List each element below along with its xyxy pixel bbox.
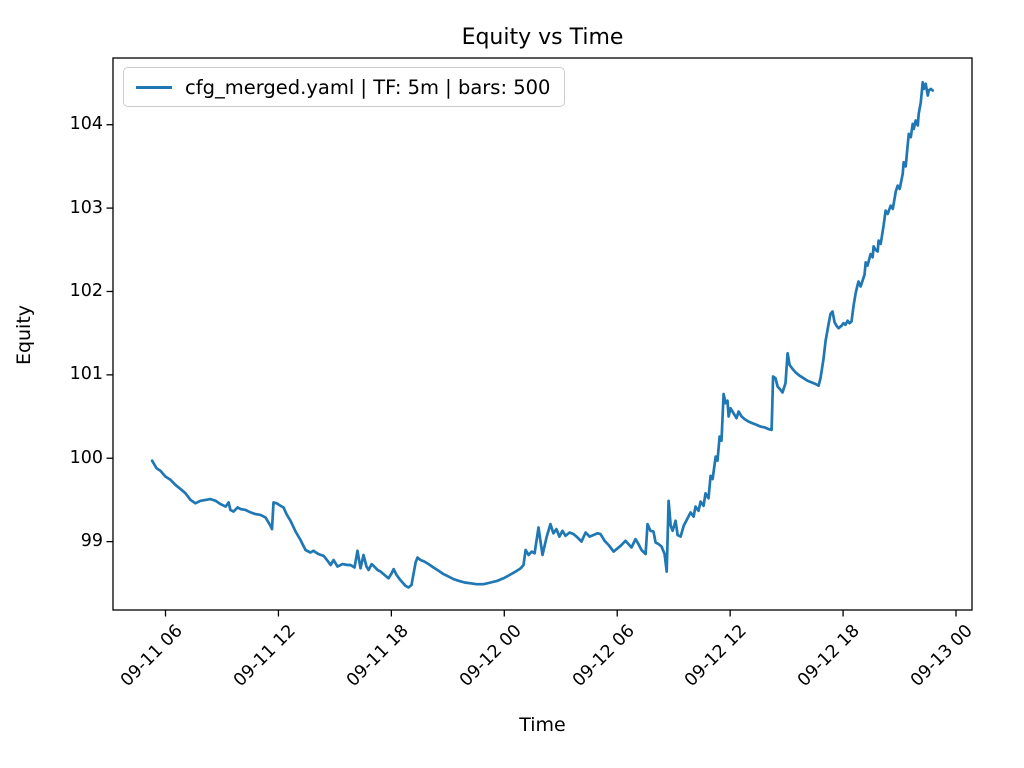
y-axis-label: Equity	[13, 304, 35, 366]
y-tick-label: 103	[69, 197, 103, 218]
legend-box: cfg_merged.yaml | TF: 5m | bars: 500	[123, 67, 566, 107]
y-tick-label: 100	[69, 447, 103, 468]
y-tick-label: 101	[69, 364, 103, 385]
legend-entry-label: cfg_merged.yaml | TF: 5m | bars: 500	[185, 75, 551, 99]
y-tick-label: 104	[69, 114, 103, 135]
legend-line-sample-icon	[136, 85, 172, 89]
equity-line	[150, 80, 935, 589]
y-tick-label: 99	[80, 531, 103, 552]
y-tick-label: 102	[69, 280, 103, 301]
axes-spines	[112, 57, 973, 611]
x-axis-label: Time	[519, 714, 566, 736]
chart-title: Equity vs Time	[461, 25, 624, 50]
